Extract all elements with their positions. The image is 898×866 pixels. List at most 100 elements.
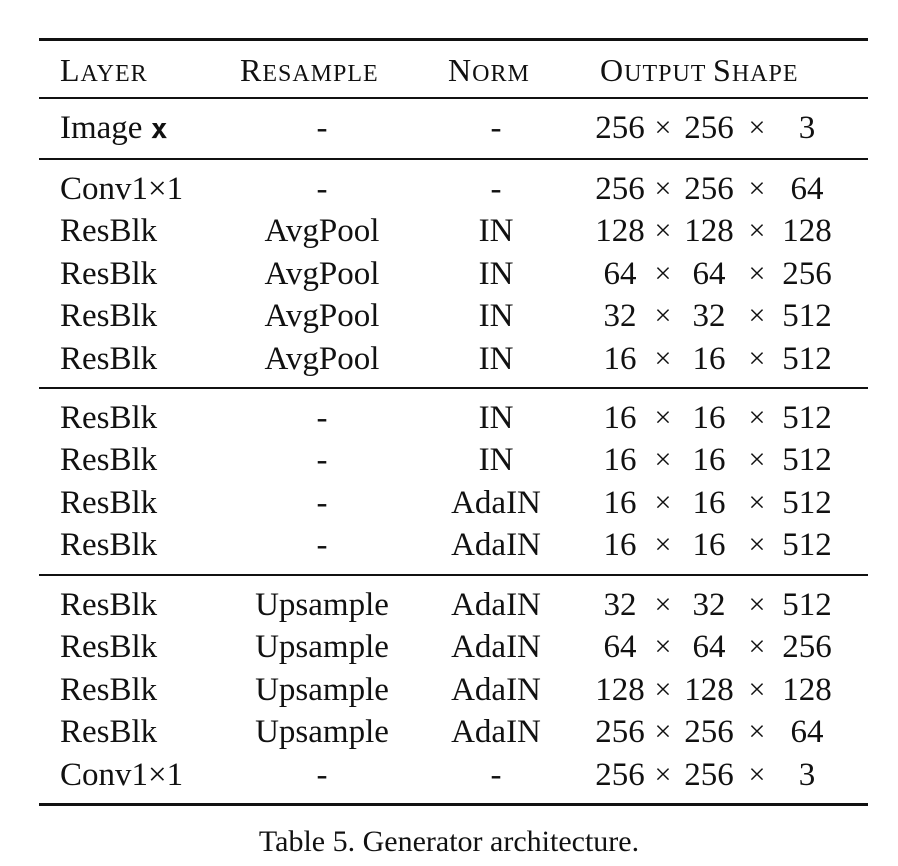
shape-c: 512 xyxy=(782,298,832,334)
shape-w: 32 xyxy=(692,298,726,334)
table-row: ResBlk - AdaIN 16 × 16 × 512 xyxy=(0,482,898,524)
cell-norm: - xyxy=(490,110,502,146)
table-row: ResBlk Upsample AdaIN 128 × 128 × 128 xyxy=(0,669,898,711)
cell-norm: IN xyxy=(478,341,514,377)
cell-resample: - xyxy=(316,110,328,146)
cell-layer: ResBlk xyxy=(60,714,158,750)
table-row-image: Image x - - 256 × 256 × 3 xyxy=(0,107,898,149)
shape-c: 512 xyxy=(782,587,832,623)
header-layer-rest: AYER xyxy=(80,61,148,87)
shape-h: 16 xyxy=(603,485,637,521)
cell-norm: IN xyxy=(478,298,514,334)
table-row: ResBlk Upsample AdaIN 256 × 256 × 64 xyxy=(0,711,898,753)
cell-layer: Conv1×1 xyxy=(60,757,184,793)
cell-resample: Upsample xyxy=(255,587,389,623)
cell-norm: - xyxy=(490,171,502,207)
times-1: × xyxy=(654,443,672,476)
shape-w: 128 xyxy=(684,672,734,708)
shape-c: 3 xyxy=(798,110,816,146)
shape-h: 128 xyxy=(595,672,645,708)
cell-resample: AvgPool xyxy=(264,256,380,292)
times-1: × xyxy=(654,758,672,791)
header-resample-rest: ESAMPLE xyxy=(262,61,379,87)
table-row: ResBlk Upsample AdaIN 32 × 32 × 512 xyxy=(0,584,898,626)
times-1: × xyxy=(654,214,672,247)
times-2: × xyxy=(748,630,766,663)
shape-c: 512 xyxy=(782,485,832,521)
cell-norm: AdaIN xyxy=(451,629,541,665)
shape-h: 16 xyxy=(603,400,637,436)
shape-c: 512 xyxy=(782,341,832,377)
times-1: × xyxy=(654,630,672,663)
shape-h: 16 xyxy=(603,527,637,563)
cell-layer: ResBlk xyxy=(60,256,158,292)
cell-layer: ResBlk xyxy=(60,400,158,436)
cell-norm: IN xyxy=(478,213,514,249)
shape-w: 256 xyxy=(684,110,734,146)
image-rule xyxy=(39,158,868,160)
cell-resample: - xyxy=(316,171,328,207)
cell-resample: Upsample xyxy=(255,629,389,665)
cell-layer: ResBlk xyxy=(60,587,158,623)
shape-c: 3 xyxy=(798,757,816,793)
header-shape-first: S xyxy=(713,52,732,88)
cell-layer: ResBlk xyxy=(60,527,158,563)
cell-resample: Upsample xyxy=(255,714,389,750)
times-2: × xyxy=(748,257,766,290)
header-norm: NORM xyxy=(448,50,530,90)
times-1: × xyxy=(654,673,672,706)
shape-h: 16 xyxy=(603,442,637,478)
shape-h: 64 xyxy=(603,256,637,292)
cell-layer: ResBlk xyxy=(60,341,158,377)
cell-layer: ResBlk xyxy=(60,298,158,334)
cell-layer: ResBlk xyxy=(60,672,158,708)
times-1: × xyxy=(654,588,672,621)
table-caption: Table 5. Generator architecture. xyxy=(258,825,640,858)
times-1: × xyxy=(654,172,672,205)
times-1: × xyxy=(654,342,672,375)
shape-w: 256 xyxy=(684,714,734,750)
bottom-rule xyxy=(39,803,868,806)
header-norm-first: N xyxy=(448,52,473,88)
cell-norm: IN xyxy=(478,400,514,436)
shape-h: 256 xyxy=(595,757,645,793)
table-row: ResBlk Upsample AdaIN 64 × 64 × 256 xyxy=(0,626,898,668)
image-symbol: x xyxy=(150,112,168,145)
shape-w: 16 xyxy=(692,527,726,563)
times-1: × xyxy=(654,299,672,332)
cell-norm: AdaIN xyxy=(451,714,541,750)
cell-layer: ResBlk xyxy=(60,442,158,478)
table-row: Conv1×1 - - 256 × 256 × 64 xyxy=(0,168,898,210)
cell-norm: AdaIN xyxy=(451,527,541,563)
header-norm-rest: ORM xyxy=(472,61,530,87)
times-2: × xyxy=(748,299,766,332)
shape-w: 16 xyxy=(692,442,726,478)
shape-h: 32 xyxy=(603,298,637,334)
times-2: × xyxy=(748,528,766,561)
table-row: ResBlk AvgPool IN 64 × 64 × 256 xyxy=(0,253,898,295)
shape-w: 128 xyxy=(684,213,734,249)
shape-h: 16 xyxy=(603,341,637,377)
times-1: × xyxy=(654,401,672,434)
times-2: × xyxy=(748,588,766,621)
cell-resample: AvgPool xyxy=(264,341,380,377)
cell-norm: AdaIN xyxy=(451,485,541,521)
cell-norm: IN xyxy=(478,442,514,478)
shape-h: 32 xyxy=(603,587,637,623)
times-2: × xyxy=(748,214,766,247)
shape-h: 256 xyxy=(595,110,645,146)
header-output-rest: UTPUT xyxy=(624,61,714,87)
times-1: × xyxy=(654,111,672,144)
header-output-shape: OUTPUT SHAPE xyxy=(600,50,798,90)
times-2: × xyxy=(748,715,766,748)
cell-layer: ResBlk xyxy=(60,485,158,521)
group1-rule xyxy=(39,387,868,389)
cell-resample: - xyxy=(316,400,328,436)
shape-c: 128 xyxy=(782,213,832,249)
times-2: × xyxy=(748,111,766,144)
header-rule xyxy=(39,97,868,99)
shape-c: 512 xyxy=(782,442,832,478)
cell-resample: AvgPool xyxy=(264,213,380,249)
cell-layer: ResBlk xyxy=(60,629,158,665)
shape-c: 512 xyxy=(782,527,832,563)
